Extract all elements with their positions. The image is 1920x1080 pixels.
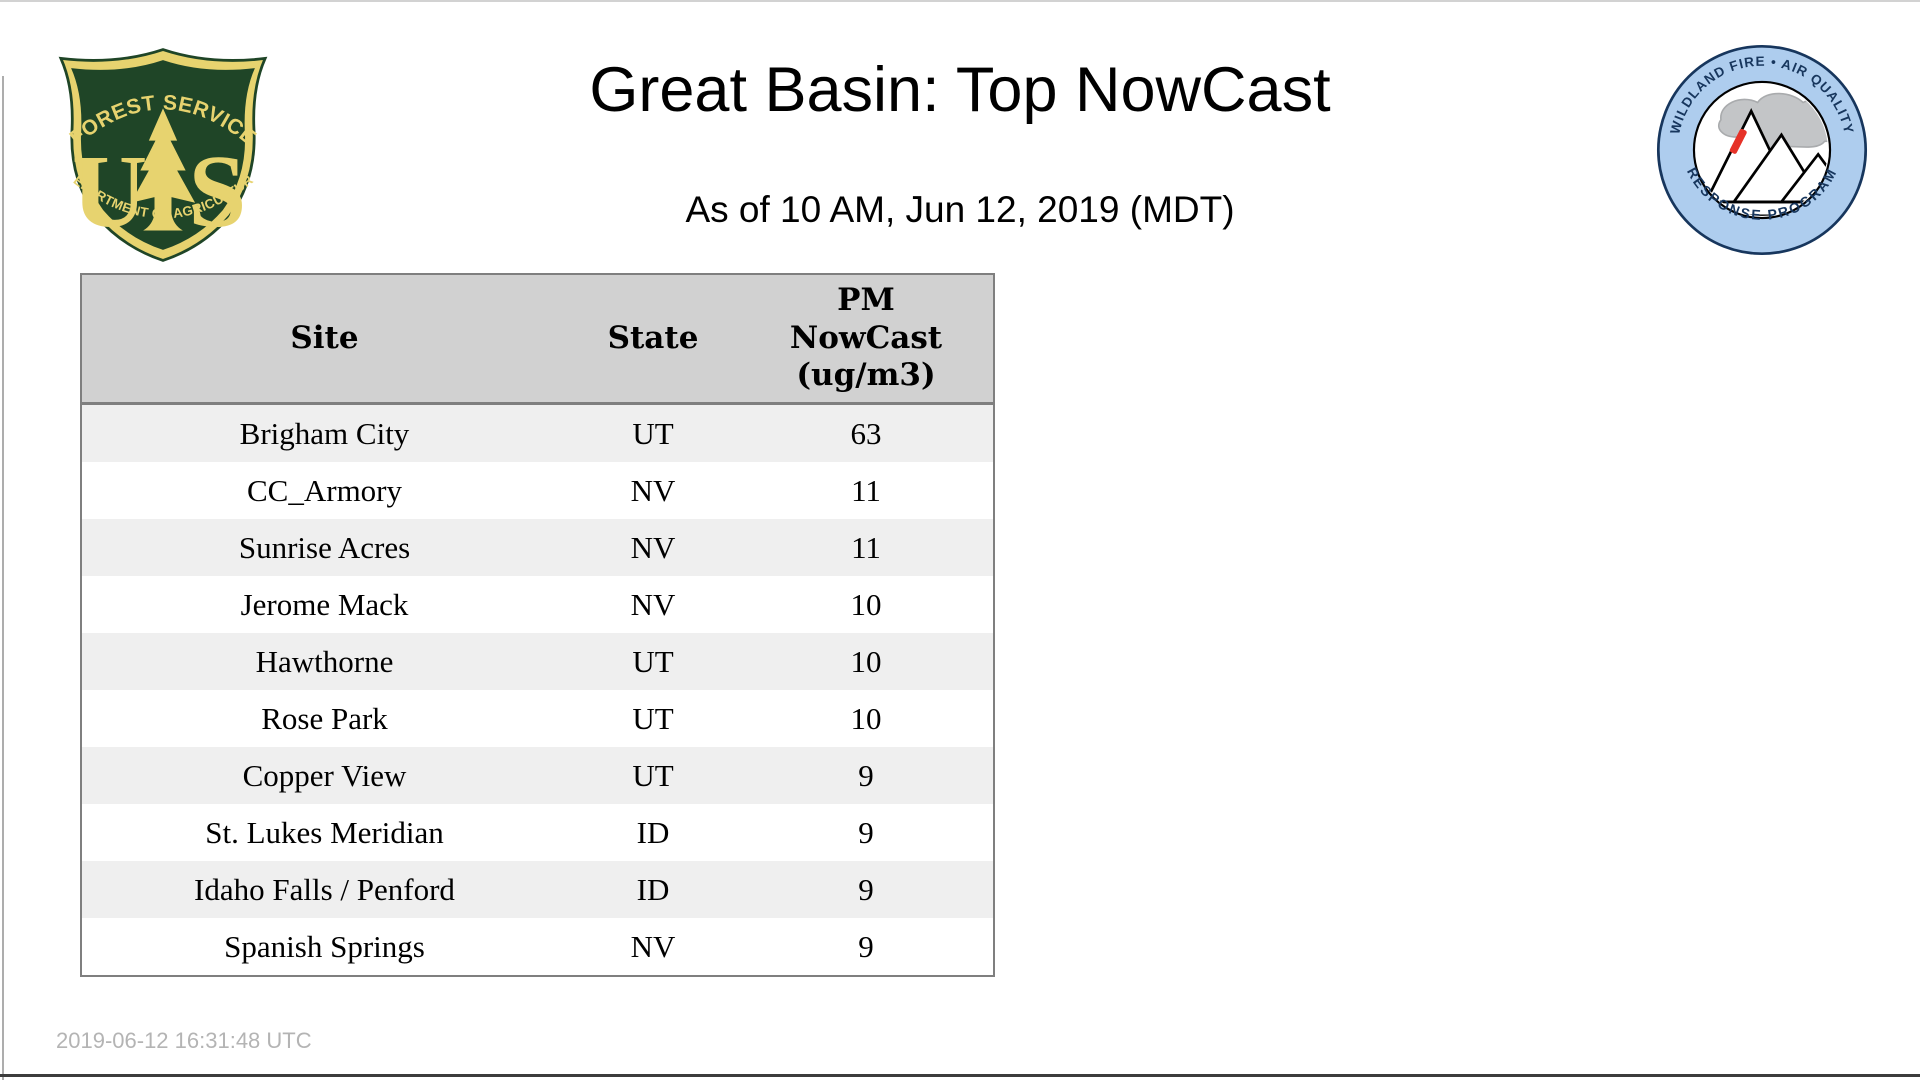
column-header-state: State: [567, 274, 739, 405]
cell-nowcast: 63: [850, 415, 882, 451]
cell-state: UT: [632, 700, 674, 736]
table-row: Rose Park UT 10: [81, 690, 994, 747]
cell-site: CC_Armory: [247, 472, 402, 508]
table-row: Copper View UT 9: [81, 747, 994, 804]
cell-state: ID: [636, 814, 670, 850]
table-row: St. Lukes Meridian ID 9: [81, 804, 994, 861]
table-row: Spanish Springs NV 9: [81, 918, 994, 976]
forest-service-shield-icon: FOREST SERVICE U S DEPARTMENT OF AGRICUL…: [52, 46, 268, 262]
page-subtitle: As of 10 AM, Jun 12, 2019 (MDT): [685, 189, 1235, 230]
table-row: CC_Armory NV 11: [81, 462, 994, 519]
cell-state: ID: [636, 871, 670, 907]
window-edge-bottom: [0, 1074, 1920, 1077]
table-row: Hawthorne UT 10: [81, 633, 994, 690]
cell-site: Jerome Mack: [240, 586, 409, 622]
cell-site: Hawthorne: [255, 643, 394, 679]
table-row: Brigham City UT 63: [81, 403, 994, 462]
cell-site: St. Lukes Meridian: [205, 814, 444, 850]
table-row: Sunrise Acres NV 11: [81, 519, 994, 576]
cell-nowcast: 11: [851, 529, 881, 565]
usfs-letter-u: U: [72, 133, 147, 249]
cell-site: Spanish Springs: [224, 928, 425, 964]
cell-nowcast: 9: [858, 928, 874, 964]
table-row: Jerome Mack NV 10: [81, 576, 994, 633]
window-edge-left: [2, 76, 4, 1080]
cell-nowcast: 9: [858, 871, 874, 907]
cell-state: NV: [630, 928, 676, 964]
table-header: Site State PM NowCast (ug/m3): [81, 274, 994, 405]
cell-site: Rose Park: [261, 700, 388, 736]
nowcast-table: Site State PM NowCast (ug/m3) Brigham Ci…: [80, 273, 995, 977]
cell-nowcast: 9: [858, 757, 874, 793]
fire-mark: [1729, 128, 1747, 154]
cell-site: Sunrise Acres: [238, 529, 411, 565]
column-header-site: Site: [81, 274, 567, 405]
cell-state: NV: [630, 586, 676, 622]
cell-nowcast: 10: [850, 700, 882, 736]
cell-nowcast: 9: [858, 814, 874, 850]
cell-state: UT: [632, 415, 674, 451]
air-quality-program-icon: WILDLAND FIRE • AIR QUALITY RESPONSE PRO…: [1656, 44, 1868, 256]
cell-state: UT: [632, 757, 674, 793]
page-title: Great Basin: Top NowCast: [589, 55, 1331, 125]
cell-site: Idaho Falls / Penford: [194, 871, 455, 907]
window-edge-top: [0, 0, 1920, 2]
usfs-letter-s: S: [188, 133, 246, 249]
pine-tree-icon: [130, 108, 196, 231]
cell-site: Brigham City: [239, 415, 410, 451]
column-header-pm-nowcast: PM NowCast (ug/m3): [739, 274, 994, 405]
cell-nowcast: 10: [850, 643, 882, 679]
table-body: Brigham City UT 63 CC_Armory NV 11 Sunrise Acr…: [81, 403, 994, 976]
cell-state: NV: [630, 529, 676, 565]
cell-nowcast: 11: [851, 472, 881, 508]
table-row: Idaho Falls / Penford ID 9: [81, 861, 994, 918]
generated-timestamp: 2019-06-12 16:31:48 UTC: [56, 1028, 312, 1053]
cell-nowcast: 10: [850, 586, 882, 622]
cell-site: Copper View: [242, 757, 407, 793]
cell-state: NV: [630, 472, 676, 508]
cell-state: UT: [632, 643, 674, 679]
